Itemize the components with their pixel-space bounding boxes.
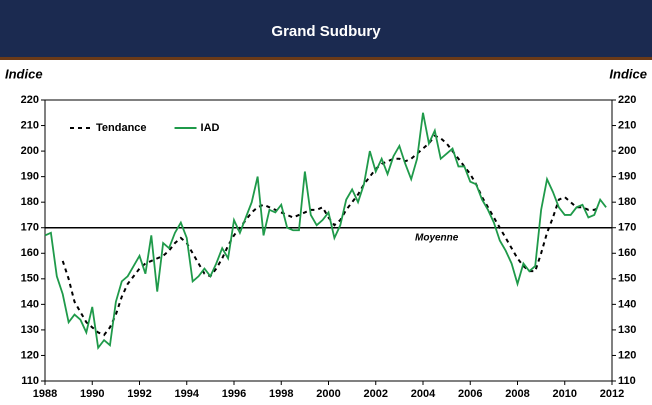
legend-label: Tendance [96, 122, 147, 134]
y-tick-label: 150 [21, 273, 39, 285]
y-tick-label: 110 [21, 375, 39, 387]
chart-title: Grand Sudbury [271, 23, 381, 40]
header-rule [0, 57, 652, 60]
x-tick-label: 2008 [505, 388, 529, 400]
y2-tick-label: 210 [618, 119, 636, 131]
y2-tick-label: 170 [618, 222, 636, 234]
y2-tick-label: 160 [618, 247, 636, 259]
x-tick-label: 2010 [553, 388, 577, 400]
y-tick-label: 220 [21, 94, 39, 106]
y-tick-label: 190 [21, 171, 39, 183]
y-tick-label: 180 [21, 196, 39, 208]
y2-tick-label: 120 [618, 349, 636, 361]
x-tick-label: 1992 [127, 388, 151, 400]
y-tick-label: 140 [21, 298, 39, 310]
plot-area [44, 99, 613, 382]
x-tick-label: 1988 [33, 388, 57, 400]
x-tick-label: 2006 [458, 388, 482, 400]
y-tick-label: 130 [21, 324, 39, 336]
x-tick-label: 2012 [600, 388, 624, 400]
x-tick-label: 2004 [411, 388, 436, 400]
reference-label: Moyenne [415, 232, 459, 243]
y2-tick-label: 180 [618, 196, 636, 208]
y2-tick-label: 130 [618, 324, 636, 336]
y-tick-label: 200 [21, 145, 39, 157]
x-tick-label: 2000 [316, 388, 340, 400]
y2-tick-label: 110 [618, 375, 636, 387]
y-tick-label: 210 [21, 119, 39, 131]
y-tick-label: 170 [21, 222, 39, 234]
series-line [61, 134, 601, 337]
y-axis-label: Indice [5, 66, 43, 81]
y2-tick-label: 140 [618, 298, 636, 310]
x-tick-label: 1990 [80, 388, 104, 400]
y2-tick-label: 220 [618, 94, 636, 106]
y2-tick-label: 150 [618, 273, 636, 285]
x-tick-label: 2002 [364, 388, 388, 400]
y-tick-label: 120 [21, 349, 39, 361]
x-tick-label: 1998 [269, 388, 293, 400]
header-bar [0, 0, 652, 57]
x-tick-label: 1994 [175, 388, 200, 400]
y2-tick-label: 200 [618, 145, 636, 157]
y-tick-label: 160 [21, 247, 39, 259]
x-tick-label: 1996 [222, 388, 246, 400]
y2-tick-label: 190 [618, 171, 636, 183]
y2-axis-label: Indice [609, 66, 647, 81]
legend-label: IAD [201, 122, 220, 134]
series-line [44, 112, 607, 351]
